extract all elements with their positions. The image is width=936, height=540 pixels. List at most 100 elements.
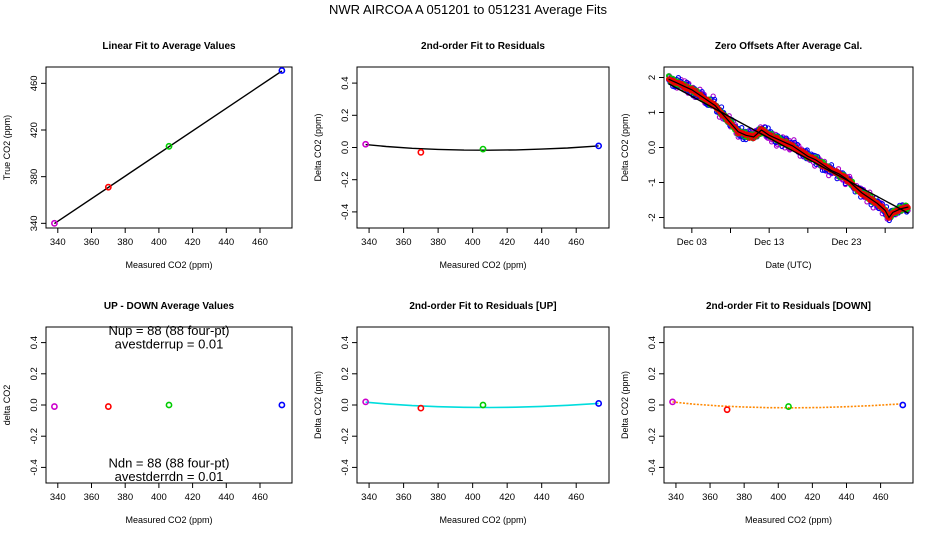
y-tick-label: 0.4 — [647, 336, 658, 349]
panel-title: 2nd-order Fit to Residuals [DOWN] — [706, 301, 871, 312]
panel-p1: Linear Fit to Average Values Measured CO2… — [2, 41, 293, 270]
x-axis-label: Measured CO2 (ppm) — [125, 260, 212, 270]
x-tick-label: 380 — [117, 237, 133, 248]
y-tick-label: -0.2 — [340, 172, 351, 188]
x-tick-label: 400 — [151, 492, 167, 503]
panel-title: UP - DOWN Average Values — [104, 301, 235, 312]
y-tick-label: 0.2 — [29, 367, 40, 380]
y-tick-label: 0.0 — [647, 398, 658, 411]
x-tick-label: 360 — [702, 492, 718, 503]
data-point — [669, 398, 676, 406]
y-axis-label: Delta CO2 (ppm) — [313, 371, 323, 439]
x-tick-label: 380 — [430, 237, 446, 248]
data-point — [417, 404, 425, 412]
x-tick-label: 360 — [84, 492, 100, 503]
data-point — [362, 140, 370, 148]
panel-title: 2nd-order Fit to Residuals [UP] — [409, 301, 556, 312]
y-tick-label: 0.0 — [340, 398, 351, 411]
x-tick-label: 420 — [804, 492, 820, 503]
panel-title: Zero Offsets After Average Cal. — [715, 41, 862, 52]
x-tick-label: 340 — [361, 237, 377, 248]
data-point — [479, 145, 487, 153]
x-tick-label: 420 — [185, 492, 201, 503]
x-tick-label: 380 — [117, 492, 133, 503]
y-tick-label: -0.4 — [340, 459, 351, 475]
data-point — [165, 142, 173, 150]
data-point — [104, 183, 112, 191]
x-tick-label: 460 — [568, 492, 584, 503]
x-tick-label: 340 — [361, 492, 377, 503]
y-tick-label: -0.2 — [647, 428, 658, 444]
data-point — [362, 398, 370, 406]
plot-area — [669, 398, 907, 414]
y-tick-label: 0.2 — [340, 109, 351, 122]
y-tick-label: -0.4 — [29, 459, 40, 475]
y-tick-label: -0.4 — [647, 459, 658, 475]
data-point — [165, 401, 173, 409]
x-tick-label: 440 — [839, 492, 855, 503]
data-point — [104, 403, 112, 410]
y-tick-label: -0.2 — [340, 428, 351, 444]
data-point — [51, 219, 58, 227]
x-tick-label: 460 — [873, 492, 889, 503]
trend-line — [668, 78, 909, 219]
y-axis-label: True CO2 (ppm) — [2, 115, 12, 180]
y-tick-label: 420 — [29, 122, 40, 138]
y-tick-label: -2 — [647, 213, 658, 221]
annotation-text: avestderrdn = 0.01 — [115, 469, 224, 484]
y-axis-label: Delta CO2 (ppm) — [313, 113, 323, 181]
x-tick-label: 420 — [185, 237, 201, 248]
data-point — [417, 148, 425, 156]
x-axis-label: Date (UTC) — [765, 260, 811, 270]
panel-p4: UP - DOWN Average Values Measured CO2 (pp… — [2, 301, 293, 525]
x-tick-label: 340 — [668, 492, 684, 503]
plot-area — [665, 73, 911, 224]
y-axis-label: Delta CO2 (ppm) — [620, 113, 630, 181]
x-tick-label: 460 — [252, 492, 268, 503]
x-tick-label: 380 — [430, 492, 446, 503]
data-point — [899, 401, 907, 409]
x-tick-label: Dec 23 — [831, 237, 861, 248]
x-tick-label: 360 — [84, 237, 100, 248]
y-tick-label: 1 — [647, 110, 658, 115]
fit-line — [668, 83, 909, 214]
y-tick-label: 340 — [29, 215, 40, 231]
data-point — [278, 67, 286, 74]
plot-area — [51, 401, 286, 410]
plot-area — [362, 398, 603, 412]
data-point — [595, 400, 603, 407]
x-tick-label: 400 — [465, 492, 481, 503]
x-axis-label: Measured CO2 (ppm) — [745, 515, 832, 525]
x-tick-label: 360 — [396, 237, 412, 248]
y-tick-label: 0.0 — [340, 141, 351, 154]
panel-title: 2nd-order Fit to Residuals — [421, 41, 545, 52]
x-tick-label: 440 — [218, 492, 234, 503]
x-tick-label: 440 — [218, 237, 234, 248]
x-tick-label: 420 — [499, 492, 515, 503]
y-axis-label: Delta CO2 (ppm) — [620, 371, 630, 439]
y-tick-label: 0.0 — [29, 398, 40, 411]
y-tick-label: 0.4 — [340, 76, 351, 89]
x-tick-label: 460 — [252, 237, 268, 248]
x-tick-label: 420 — [499, 237, 515, 248]
y-axis-label: delta CO2 — [2, 385, 12, 426]
panel-title: Linear Fit to Average Values — [102, 41, 236, 52]
x-axis-label: Measured CO2 (ppm) — [125, 515, 212, 525]
y-tick-label: -1 — [647, 178, 658, 186]
fit-line — [54, 70, 283, 225]
fit-line — [365, 401, 599, 409]
panel-p5: 2nd-order Fit to Residuals [UP] Measured … — [313, 301, 610, 525]
plot-area — [362, 140, 603, 156]
x-tick-label: 460 — [568, 237, 584, 248]
fit-line — [365, 143, 599, 151]
x-tick-label: 440 — [534, 492, 550, 503]
panel-p3: Zero Offsets After Average Cal. Date (UTC… — [620, 41, 914, 270]
x-tick-label: 360 — [396, 492, 412, 503]
data-point — [51, 403, 58, 410]
y-tick-label: 2 — [647, 75, 658, 80]
figure-title: NWR AIRCOA A 051201 to 051231 Average Fi… — [329, 2, 607, 17]
data-point — [479, 401, 487, 409]
y-tick-label: -0.2 — [29, 428, 40, 444]
x-tick-label: 400 — [770, 492, 786, 503]
